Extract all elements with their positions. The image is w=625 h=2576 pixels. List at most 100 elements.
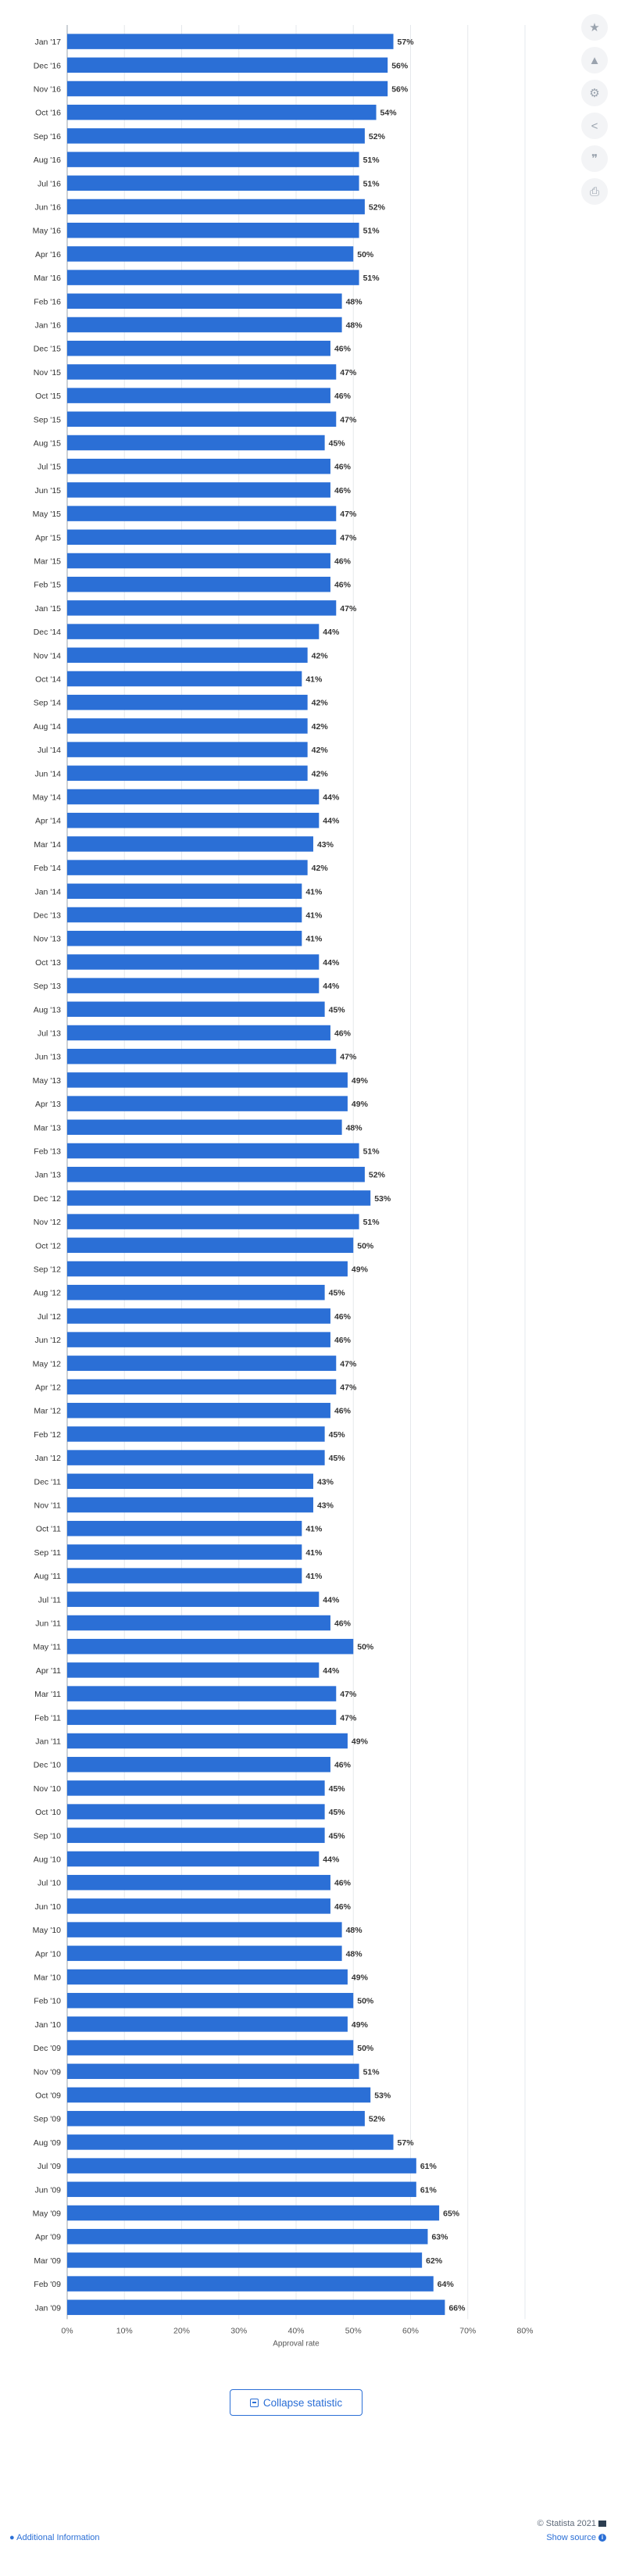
- bar: [67, 860, 308, 875]
- credit-label: © Statista 2021: [537, 2519, 596, 2528]
- bar: [67, 388, 330, 403]
- share-icon[interactable]: <: [581, 113, 608, 139]
- data-label: 44%: [323, 958, 340, 968]
- category-label: Apr '15: [35, 533, 61, 542]
- data-label: 46%: [334, 1407, 352, 1416]
- data-label: 49%: [352, 1265, 369, 1275]
- bar: [67, 1922, 342, 1937]
- bar: [67, 2016, 348, 2032]
- collapse-statistic-button[interactable]: Collapse statistic: [230, 2389, 362, 2416]
- flag-icon: [598, 2521, 606, 2528]
- bar: [67, 978, 320, 993]
- category-label: Sep '15: [34, 415, 61, 424]
- bar: [67, 1709, 337, 1726]
- sidebar-toolbar: ★ ▲ ⚙ < ❞ ⎙: [581, 14, 608, 211]
- bar: [67, 1025, 330, 1041]
- plus-icon: ●: [9, 2533, 15, 2542]
- category-label: Nov '09: [34, 2067, 61, 2077]
- statista-credit[interactable]: © Statista 2021: [538, 2519, 606, 2528]
- bar: [67, 1379, 337, 1395]
- gear-icon[interactable]: ⚙: [581, 80, 608, 106]
- bar: [67, 1520, 302, 1537]
- data-label: 57%: [398, 38, 415, 47]
- data-label: 45%: [329, 1430, 346, 1440]
- category-label: Nov '15: [34, 368, 61, 377]
- category-label: Dec '10: [34, 1761, 61, 1770]
- data-label: 51%: [363, 227, 380, 236]
- category-label: Aug '09: [34, 2138, 61, 2148]
- bar: [67, 2205, 440, 2221]
- data-label: 53%: [374, 1194, 391, 1204]
- data-label: 46%: [334, 581, 352, 590]
- data-label: 47%: [340, 510, 357, 519]
- data-label: 45%: [329, 1454, 346, 1463]
- data-label: 47%: [340, 1383, 357, 1393]
- category-label: May '14: [33, 793, 62, 803]
- category-label: May '15: [33, 510, 62, 519]
- data-label: 64%: [438, 2280, 455, 2289]
- data-label: 47%: [340, 604, 357, 614]
- bar: [67, 2252, 423, 2268]
- category-label: Feb '09: [34, 2280, 61, 2289]
- data-label: 66%: [448, 2303, 466, 2313]
- category-label: Jun '14: [34, 769, 61, 778]
- bar: [67, 1686, 337, 1701]
- bar: [67, 883, 302, 900]
- quote-icon[interactable]: ❞: [581, 145, 608, 172]
- category-label: Dec '11: [34, 1477, 62, 1487]
- bar: [67, 1756, 330, 1773]
- category-label: Jan '14: [34, 887, 61, 896]
- category-label: Jan '15: [34, 604, 61, 614]
- category-label: Jan '09: [34, 2303, 61, 2313]
- bar: [67, 1143, 359, 1159]
- bar: [67, 1851, 320, 1867]
- category-label: Jan '11: [35, 1737, 61, 1747]
- bar: [67, 411, 337, 428]
- category-label: Jun '13: [34, 1053, 61, 1062]
- category-label: Nov '12: [34, 1218, 61, 1227]
- category-label: Oct '12: [35, 1241, 61, 1250]
- data-label: 42%: [312, 699, 329, 708]
- bar: [67, 1001, 325, 1018]
- category-label: Feb '12: [34, 1430, 61, 1440]
- print-icon[interactable]: ⎙: [581, 178, 608, 205]
- data-label: 44%: [323, 793, 340, 803]
- bar: [67, 1214, 359, 1229]
- data-label: 42%: [312, 722, 329, 732]
- category-label: Sep '11: [34, 1548, 61, 1558]
- data-label: 46%: [334, 1029, 352, 1039]
- show-source-link[interactable]: Show source i: [546, 2533, 606, 2542]
- data-label: 47%: [340, 1053, 357, 1062]
- category-label: Jan '16: [34, 321, 61, 331]
- category-label: Dec '16: [34, 61, 61, 70]
- data-label: 44%: [323, 628, 340, 637]
- category-label: Oct '10: [35, 1808, 61, 1817]
- data-label: 47%: [340, 1359, 357, 1368]
- data-label: 47%: [340, 1713, 357, 1723]
- category-label: Dec '13: [34, 911, 61, 921]
- category-label: Oct '16: [35, 109, 61, 118]
- bar-chart: Jan '17 57% Dec '16 56% Nov '16 56% Oct '16 54%…: [33, 25, 534, 2348]
- category-label: Mar '10: [34, 1973, 61, 1983]
- show-source-label: Show source: [546, 2533, 596, 2542]
- bar: [67, 1426, 325, 1442]
- star-icon[interactable]: ★: [581, 14, 608, 41]
- category-label: Jun '16: [34, 203, 61, 213]
- bell-icon[interactable]: ▲: [581, 47, 608, 73]
- category-label: Feb '13: [34, 1147, 61, 1157]
- x-tick-label: 60%: [402, 2326, 419, 2335]
- data-label: 50%: [357, 1241, 374, 1250]
- data-label: 43%: [317, 1501, 334, 1511]
- category-label: Jul '09: [38, 2162, 61, 2171]
- bar: [67, 1355, 337, 1372]
- data-label: 47%: [340, 415, 357, 424]
- category-label: Dec '15: [34, 345, 61, 354]
- category-label: Feb '15: [34, 581, 61, 590]
- category-label: Jul '14: [38, 746, 61, 755]
- bar: [67, 600, 337, 616]
- info-icon: i: [598, 2534, 606, 2542]
- bar: [67, 2063, 359, 2080]
- bar: [67, 1284, 325, 1301]
- bar: [67, 529, 337, 546]
- additional-information-link[interactable]: ● Additional Information: [9, 2533, 100, 2542]
